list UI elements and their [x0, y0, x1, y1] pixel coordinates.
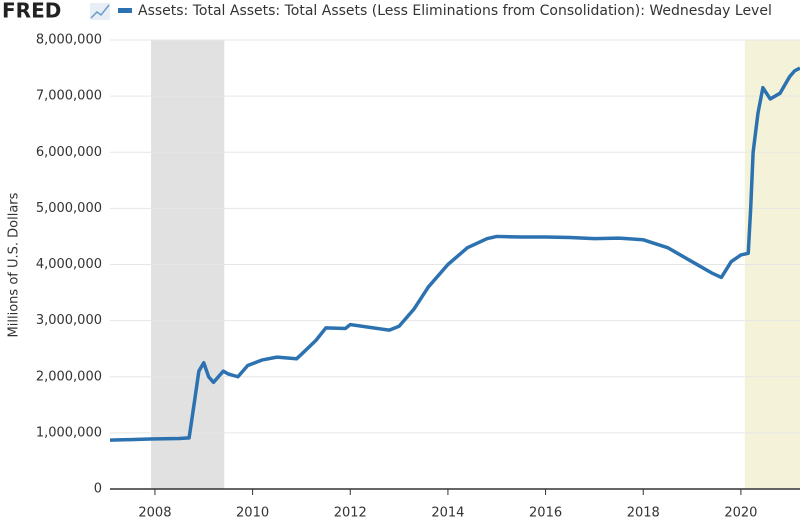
legend-label: Assets: Total Assets: Total Assets (Less…	[138, 3, 772, 19]
logo: FRED	[2, 0, 61, 23]
y-tick-label: 7,000,000	[36, 89, 102, 104]
x-tick-label: 2010	[236, 506, 269, 521]
y-tick-label: 6,000,000	[36, 145, 102, 160]
y-axis-label: Millions of U.S. Dollars	[7, 192, 22, 337]
y-tick-label: 0	[94, 482, 102, 497]
x-tick-label: 2014	[431, 506, 464, 521]
y-tick-label: 3,000,000	[36, 313, 102, 328]
y-tick-label: 8,000,000	[36, 33, 102, 48]
legend-swatch	[118, 8, 132, 13]
x-tick-label: 2020	[724, 506, 757, 521]
x-tick-label: 2012	[334, 506, 367, 521]
x-tick-label: 2018	[627, 506, 660, 521]
logo-icon	[90, 3, 110, 20]
x-tick-label: 2016	[529, 506, 562, 521]
x-tick-label: 2008	[138, 506, 171, 521]
y-tick-label: 5,000,000	[36, 201, 102, 216]
data-line	[109, 66, 800, 442]
y-tick-label: 2,000,000	[36, 369, 102, 384]
y-tick-label: 4,000,000	[36, 257, 102, 272]
y-tick-label: 1,000,000	[36, 425, 102, 440]
